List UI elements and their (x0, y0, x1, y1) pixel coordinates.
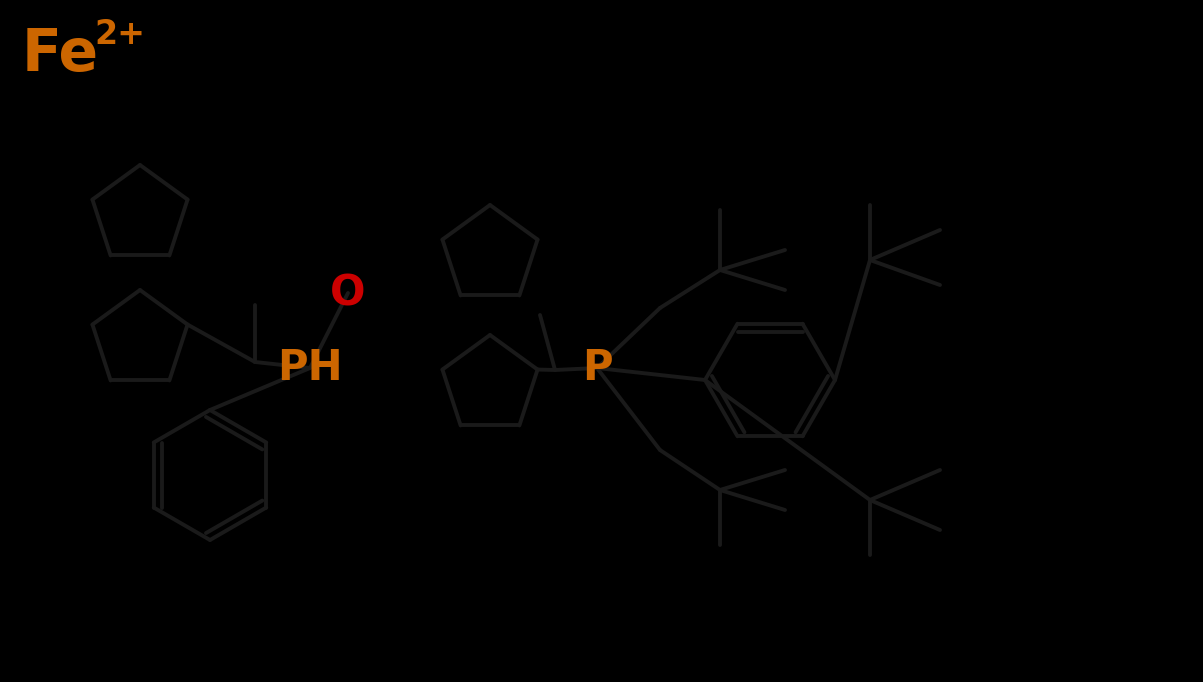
Text: PH: PH (277, 347, 343, 389)
Text: O: O (331, 272, 366, 314)
Text: P: P (582, 347, 612, 389)
Text: Fe: Fe (22, 27, 99, 83)
Text: 2+: 2+ (94, 18, 146, 52)
